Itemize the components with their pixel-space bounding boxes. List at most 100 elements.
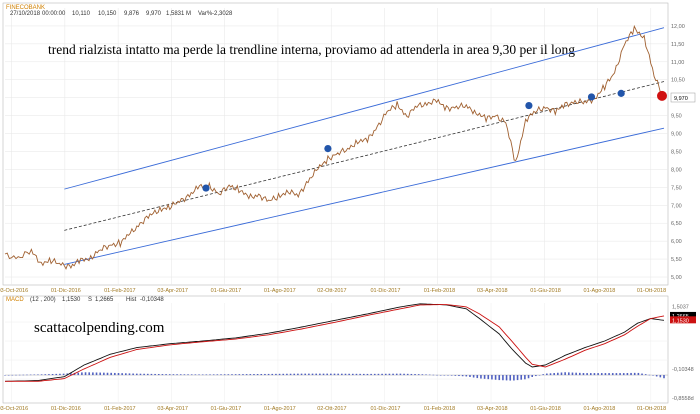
price-y-tick: 9,00 [671,132,682,138]
macd-histogram-bar [655,375,658,377]
macd-histogram-bar [183,374,186,376]
macd-histogram-bar [476,375,479,379]
macd-histogram-bar [319,373,321,376]
touch-marker [617,89,625,97]
macd-histogram-bar [348,373,350,376]
macd-histogram-bar [293,373,296,376]
macd-histogram-bar [480,375,482,379]
macd-histogram-bar [432,374,435,376]
price-series-line [4,24,665,270]
macd-histogram-bar [641,373,643,376]
macd-histogram-bar [575,372,577,376]
macd-histogram-bar [352,373,354,376]
macd-histogram-bar [491,375,493,380]
macd-histogram-bar [568,372,570,376]
chart-title: FINECOBANK [6,5,45,11]
macd-histogram-bar [62,373,65,376]
macd-histogram-bar [388,373,391,376]
macd-histogram-bar [564,372,566,376]
macd-histogram-bar [278,373,281,376]
price-x-tick: 01-Feb-2018 [424,288,456,294]
price-x-tick: 02-Ott-2017 [317,288,346,294]
macd-histogram-bar [421,374,424,376]
macd-histogram-bar [282,373,285,376]
price-y-tick: 8,00 [671,167,682,173]
macd-value-tag-box [670,316,696,324]
macd-histogram-bar [458,375,460,377]
macd-histogram-bar [326,373,328,376]
header-open: 10,110 [72,11,91,17]
macd-histogram-bar [161,374,164,376]
macd-histogram-bar [535,375,537,377]
price-x-tick: 01-Feb-2017 [104,288,135,294]
price-x-tick: 03-Oct-2016 [0,288,28,294]
macd-histogram-bar [48,374,50,376]
inner-trendline [64,81,665,231]
price-y-tick: 7,00 [671,203,682,209]
macd-y-tick: 1,1530 [672,318,689,324]
macd-histogram-bar [417,374,420,376]
macd-histogram-bar [150,373,153,376]
touch-marker [324,144,332,153]
macd-histogram-bar [520,375,523,380]
macd-histogram-bar [249,374,252,376]
macd-histogram-bar [582,373,585,376]
macd-histogram-bar [516,375,519,381]
macd-x-tick: 01-Dic-2017 [370,406,400,412]
macd-histogram-bar [472,375,475,378]
macd-histogram-bar [44,374,47,376]
macd-y-tick: -0,8558d [672,396,694,402]
price-x-tick: 01-Ago-2017 [264,288,296,294]
macd-histogram-bar [238,374,241,376]
macd-histogram-bar [436,374,438,376]
header-volume: 1,5831 M [166,11,191,17]
macd-histogram-bar [7,374,10,376]
macd-x-tick: 03-Oct-2016 [0,406,28,412]
macd-x-tick: 01-Giu-2018 [530,406,561,412]
price-x-tick: 01-Dic-2016 [51,288,81,294]
macd-histogram-bar [637,372,640,376]
macd-histogram-bar [392,373,394,376]
macd-x-tick: 01-Ott-2018 [637,406,666,412]
macd-histogram-bar [132,373,134,376]
header-high: 10,150 [98,11,117,17]
macd-histogram-bar [406,373,409,376]
markers-layer [202,89,667,192]
macd-histogram-bar [22,374,25,376]
macd-histogram-bar [505,375,508,381]
macd-histogram-bar [55,373,58,376]
macd-histogram-bar [194,374,197,376]
macd-title: MACD [6,297,24,303]
macd-params: (12 , 200) [30,297,56,303]
macd-x-tick: 01-Ago-2017 [264,406,296,412]
price-grid [5,8,668,285]
macd-histogram-bar [443,375,446,376]
macd-histogram-bar [26,374,28,376]
macd-value-tag-box [670,311,696,319]
macd-histogram-bar [538,375,541,376]
price-y-axis: 12,0011,5011,0010,5010,009,509,008,508,0… [671,24,685,281]
macd-histogram-bar [88,372,91,376]
macd-histogram-bar [403,373,405,376]
macd-histogram-bar [157,374,160,376]
price-x-tick: 01-Dic-2017 [370,288,400,294]
macd-histogram-bar [154,373,156,376]
macd-histogram-bar [370,373,372,376]
macd-histogram-bar [242,374,244,376]
macd-x-tick: 03-Apr-2018 [477,406,508,412]
macd-histogram-bar [652,375,654,376]
macd-histogram-bar [139,373,142,376]
macd-histogram-bar [465,375,468,377]
header-time: 00:00:00 [42,11,66,17]
macd-x-tick: 01-Feb-2018 [424,406,456,412]
macd-histogram-bar [644,374,647,376]
macd-histogram-bar [341,373,343,376]
macd-histogram-bar [165,374,167,376]
macd-histogram-bar [428,374,431,376]
price-y-tick: 5,50 [671,257,682,263]
macd-histogram-bar [103,372,105,376]
macd-histogram-bar [597,373,599,376]
last-value-tag: 9,970 [674,96,688,102]
sell-marker [657,90,667,101]
